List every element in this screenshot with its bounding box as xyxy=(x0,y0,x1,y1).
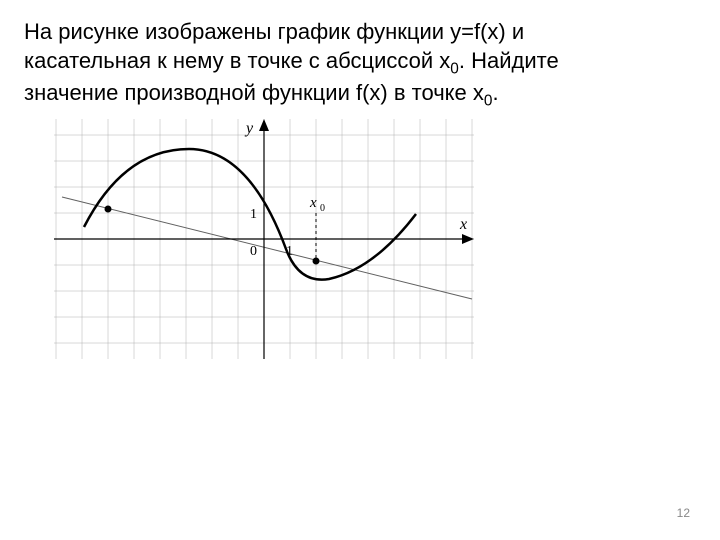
svg-text:0: 0 xyxy=(250,244,257,259)
text-line-2-sub: 0 xyxy=(450,60,459,77)
page-number: 12 xyxy=(677,506,690,520)
text-line-3b: . xyxy=(492,80,498,105)
problem-statement: На рисунке изображены график функции y=f… xyxy=(24,18,696,111)
graph-svg: yx011x0 xyxy=(54,119,474,359)
graph-figure: yx011x0 xyxy=(54,119,696,364)
svg-text:0: 0 xyxy=(320,203,325,214)
svg-text:1: 1 xyxy=(250,207,257,222)
text-line-2b: . Найдите xyxy=(459,48,559,73)
svg-text:x: x xyxy=(459,216,467,233)
svg-text:x: x xyxy=(309,195,317,211)
svg-text:y: y xyxy=(244,120,254,137)
text-line-1: На рисунке изображены график функции y=f… xyxy=(24,19,524,44)
text-line-2a: касательная к нему в точке с абсциссой x xyxy=(24,48,450,73)
text-line-3a: значение производной функции f(x) в точк… xyxy=(24,80,484,105)
